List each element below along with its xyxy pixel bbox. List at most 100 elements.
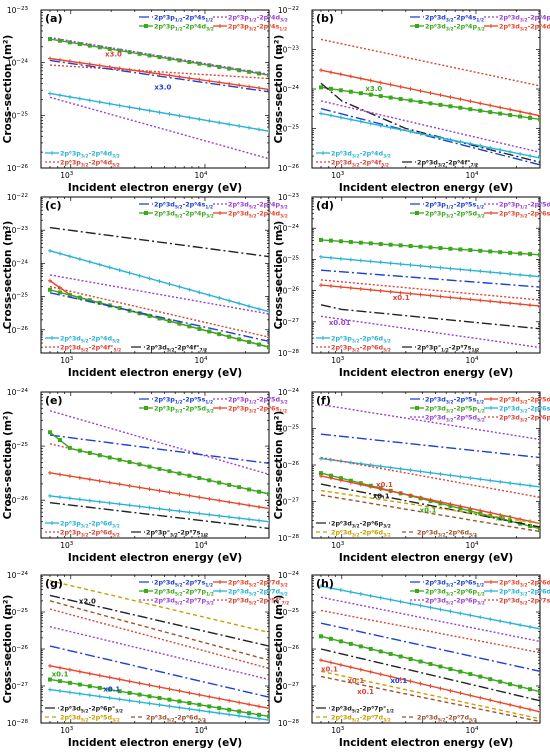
series-marker — [528, 483, 533, 488]
panel-label: (f) — [316, 394, 331, 407]
series-marker — [87, 62, 92, 67]
series-marker — [77, 42, 82, 47]
series-marker — [338, 72, 343, 77]
series-marker — [147, 108, 152, 113]
y-tick-label: 10−24 — [7, 59, 29, 68]
series-marker — [488, 677, 493, 682]
legend-label: 2p⁶3d3/2-2p⁶5p1/2 — [425, 405, 485, 415]
series-marker — [518, 517, 523, 522]
series-marker — [177, 491, 182, 496]
series-marker — [227, 500, 232, 505]
series-line — [320, 596, 540, 643]
series-marker — [458, 611, 463, 616]
series-marker — [438, 246, 443, 251]
legend-label: 2p⁶3p°1/2-2p⁶7s1/2 — [417, 344, 479, 354]
series-marker — [237, 709, 242, 714]
legend-marker — [218, 589, 222, 593]
series-marker — [518, 622, 523, 627]
series-marker — [157, 110, 162, 115]
series-marker — [338, 476, 343, 481]
series-marker — [388, 674, 393, 679]
series-marker — [468, 268, 473, 273]
series-marker — [97, 499, 102, 504]
series-marker — [378, 486, 383, 491]
series-marker — [388, 242, 393, 247]
series-marker — [318, 85, 323, 90]
series-marker — [157, 71, 162, 76]
x-tick-label: 103 — [331, 541, 345, 550]
legend-label: 2p⁶3d5/2-2p⁶7d3/2 — [228, 579, 288, 589]
series-marker — [368, 121, 373, 126]
series-marker — [147, 694, 152, 699]
series-marker — [478, 101, 483, 106]
series-marker — [207, 709, 212, 714]
series-marker — [217, 64, 222, 69]
series-marker — [538, 626, 540, 631]
series-marker — [458, 247, 463, 252]
series-marker — [207, 79, 212, 84]
series-marker — [207, 329, 212, 334]
series-marker — [368, 646, 373, 651]
legend-label: 2p⁶3p3/2-2p⁶4d5/2 — [60, 159, 120, 169]
panel-f: 103 104 10−28 10−27 10−26 10−25 10−24 Incident … — [273, 388, 550, 564]
x-tick-label: 103 — [331, 726, 345, 735]
legend-marker — [489, 580, 493, 584]
x-tick-label: 103 — [60, 171, 74, 180]
y-axis-label: Cross-section (m²) — [273, 221, 285, 330]
series-marker — [157, 279, 162, 284]
series-marker — [458, 267, 463, 272]
panel-b: 103 104 10−26 10−25 10−24 10−23 10−22 Incident … — [273, 6, 550, 194]
series-marker — [328, 70, 333, 75]
series-marker — [418, 244, 423, 249]
series-marker — [348, 480, 353, 485]
series-marker — [368, 78, 373, 83]
series-marker — [508, 481, 513, 486]
series-marker — [177, 471, 182, 476]
series-marker — [538, 526, 540, 531]
series-marker — [498, 619, 503, 624]
series-marker — [237, 301, 242, 306]
series-marker — [77, 497, 82, 502]
series-marker — [197, 117, 202, 122]
series-marker — [227, 66, 232, 71]
series-marker — [398, 84, 403, 89]
series-marker — [518, 482, 523, 487]
series-marker — [237, 501, 242, 506]
series-marker — [328, 457, 333, 462]
y-axis-label: Cross-section (m²) — [273, 411, 285, 520]
series-marker — [77, 475, 82, 480]
annotation: x3.0 — [105, 51, 122, 59]
series-line — [320, 670, 540, 720]
series-line — [320, 489, 540, 525]
series-marker — [57, 679, 62, 684]
series-marker — [257, 86, 262, 91]
series-marker — [458, 474, 463, 479]
series-marker — [538, 252, 540, 257]
legend-label: 2p⁶3d5/2-2p⁶6p°3/2 — [60, 705, 123, 715]
plot-frame — [311, 391, 541, 539]
series-marker — [398, 97, 403, 102]
legend-label: 2p⁶3d5/2-2p⁶4p3/2 — [154, 210, 214, 220]
series-marker — [227, 298, 232, 303]
x-axis-label: Incident electron energy (eV) — [68, 367, 242, 379]
series-marker — [217, 295, 222, 300]
panel-label: (g) — [45, 577, 63, 590]
series-marker — [528, 524, 533, 529]
y-tick-label: 10−24 — [278, 571, 300, 580]
legend-label: 2p⁶3d5/2-2p⁶7d5/2 — [228, 588, 288, 598]
legend-label: 2p⁶3p1/2-2p⁶5s1/2 — [154, 396, 213, 406]
series-marker — [448, 104, 453, 109]
series-marker — [478, 674, 483, 679]
series-marker — [468, 475, 473, 480]
series-group — [47, 226, 269, 350]
series-marker — [157, 466, 162, 471]
series-marker — [147, 53, 152, 58]
series-marker — [177, 509, 182, 514]
series-marker — [167, 282, 172, 287]
series-marker — [107, 480, 112, 485]
legend-marker — [489, 406, 493, 410]
series-marker — [418, 292, 423, 297]
legend-marker — [415, 589, 419, 593]
series-marker — [428, 264, 433, 269]
